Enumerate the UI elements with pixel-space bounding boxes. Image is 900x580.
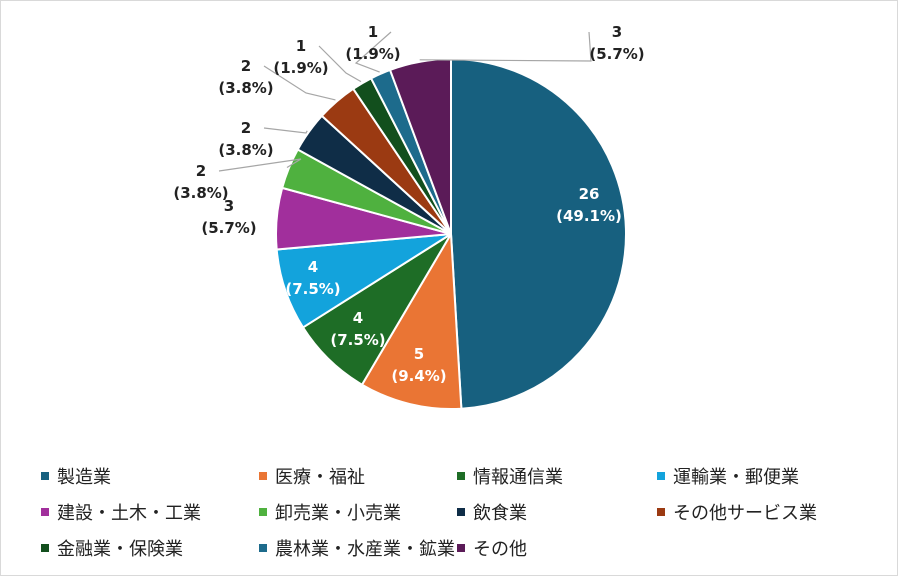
legend-swatch-icon xyxy=(457,544,465,552)
pie-slice-2 xyxy=(360,230,463,410)
legend-item-5: 建設・土木・工業 xyxy=(41,499,259,525)
legend-item-1: 製造業 xyxy=(41,463,259,489)
slice-percent-label-2: (9.4%) xyxy=(391,367,446,385)
leader-line-11 xyxy=(419,31,592,62)
legend-item-11: その他 xyxy=(457,535,657,561)
legend-item-10: 農林業・水産業・鉱業 xyxy=(259,535,457,561)
legend-swatch-icon xyxy=(457,472,465,480)
slice-value-label-5: 3 xyxy=(224,197,234,215)
slice-percent-label-6: (3.8%) xyxy=(173,184,228,202)
legend-swatch-icon xyxy=(41,508,49,516)
legend-swatch-icon xyxy=(41,544,49,552)
legend-item-7: 飲食業 xyxy=(457,499,657,525)
slice-value-label-8: 2 xyxy=(241,57,251,75)
legend-item-8: その他サービス業 xyxy=(657,499,857,525)
slice-value-label-1: 26 xyxy=(579,185,600,203)
legend-swatch-icon xyxy=(457,508,465,516)
legend-label: その他サービス業 xyxy=(673,503,817,524)
legend-label: 卸売業・小売業 xyxy=(275,503,401,524)
chart-legend: 製造業 医療・福祉 情報通信業 運輸業・郵便業 建設・土木・工業 卸売業・小売業 飲食業 その… xyxy=(41,463,881,561)
leader-line-6 xyxy=(218,158,302,172)
legend-item-9: 金融業・保険業 xyxy=(41,535,259,561)
legend-label: 建設・土木・工業 xyxy=(57,503,201,524)
leader-line-7 xyxy=(263,127,308,134)
slice-percent-label-11: (5.7%) xyxy=(589,45,644,63)
slice-value-label-11: 3 xyxy=(612,23,622,41)
legend-item-2: 医療・福祉 xyxy=(259,463,457,489)
slice-value-label-9: 1 xyxy=(296,37,306,55)
leader-line-10 xyxy=(354,31,392,73)
legend-label: 医療・福祉 xyxy=(275,467,365,488)
pie-slice-11 xyxy=(388,57,452,235)
legend-swatch-icon xyxy=(259,544,267,552)
legend-label: 農林業・水産業・鉱業 xyxy=(275,539,455,560)
slice-value-label-2: 5 xyxy=(414,345,424,363)
legend-swatch-icon xyxy=(259,508,267,516)
legend-swatch-icon xyxy=(657,472,665,480)
legend-label: 金融業・保険業 xyxy=(57,539,183,560)
slice-value-label-10: 1 xyxy=(368,23,378,41)
slice-percent-label-1: (49.1%) xyxy=(556,207,622,225)
slice-percent-label-7: (3.8%) xyxy=(218,141,273,159)
slice-percent-label-8: (3.8%) xyxy=(218,79,273,97)
slice-percent-label-10: (1.9%) xyxy=(345,45,400,63)
slice-value-label-3: 4 xyxy=(353,309,363,327)
slice-value-label-7: 2 xyxy=(241,119,251,137)
pie-chart: 26 (49.1%) 5 (9.4%) 4 (7.5%) 4 (7.5%) 3 (5.7%) 2 (3… xyxy=(173,23,645,410)
slice-percent-label-4: (7.5%) xyxy=(285,280,340,298)
legend-label: 情報通信業 xyxy=(473,467,563,488)
slice-value-label-4: 4 xyxy=(308,258,318,276)
leader-line-8 xyxy=(263,65,336,101)
slice-percent-label-9: (1.9%) xyxy=(273,59,328,77)
legend-item-4: 運輸業・郵便業 xyxy=(657,463,857,489)
legend-swatch-icon xyxy=(657,508,665,516)
slice-percent-label-3: (7.5%) xyxy=(330,331,385,349)
legend-label: 飲食業 xyxy=(473,503,527,524)
leader-line-9 xyxy=(318,45,362,83)
slice-percent-label-5: (5.7%) xyxy=(201,219,256,237)
legend-label: その他 xyxy=(473,539,527,560)
slice-value-label-6: 2 xyxy=(196,162,206,180)
legend-item-6: 卸売業・小売業 xyxy=(259,499,457,525)
legend-item-3: 情報通信業 xyxy=(457,463,657,489)
legend-swatch-icon xyxy=(41,472,49,480)
legend-label: 運輸業・郵便業 xyxy=(673,467,799,488)
legend-swatch-icon xyxy=(259,472,267,480)
pie-slice-1 xyxy=(450,57,628,410)
legend-label: 製造業 xyxy=(57,467,111,488)
